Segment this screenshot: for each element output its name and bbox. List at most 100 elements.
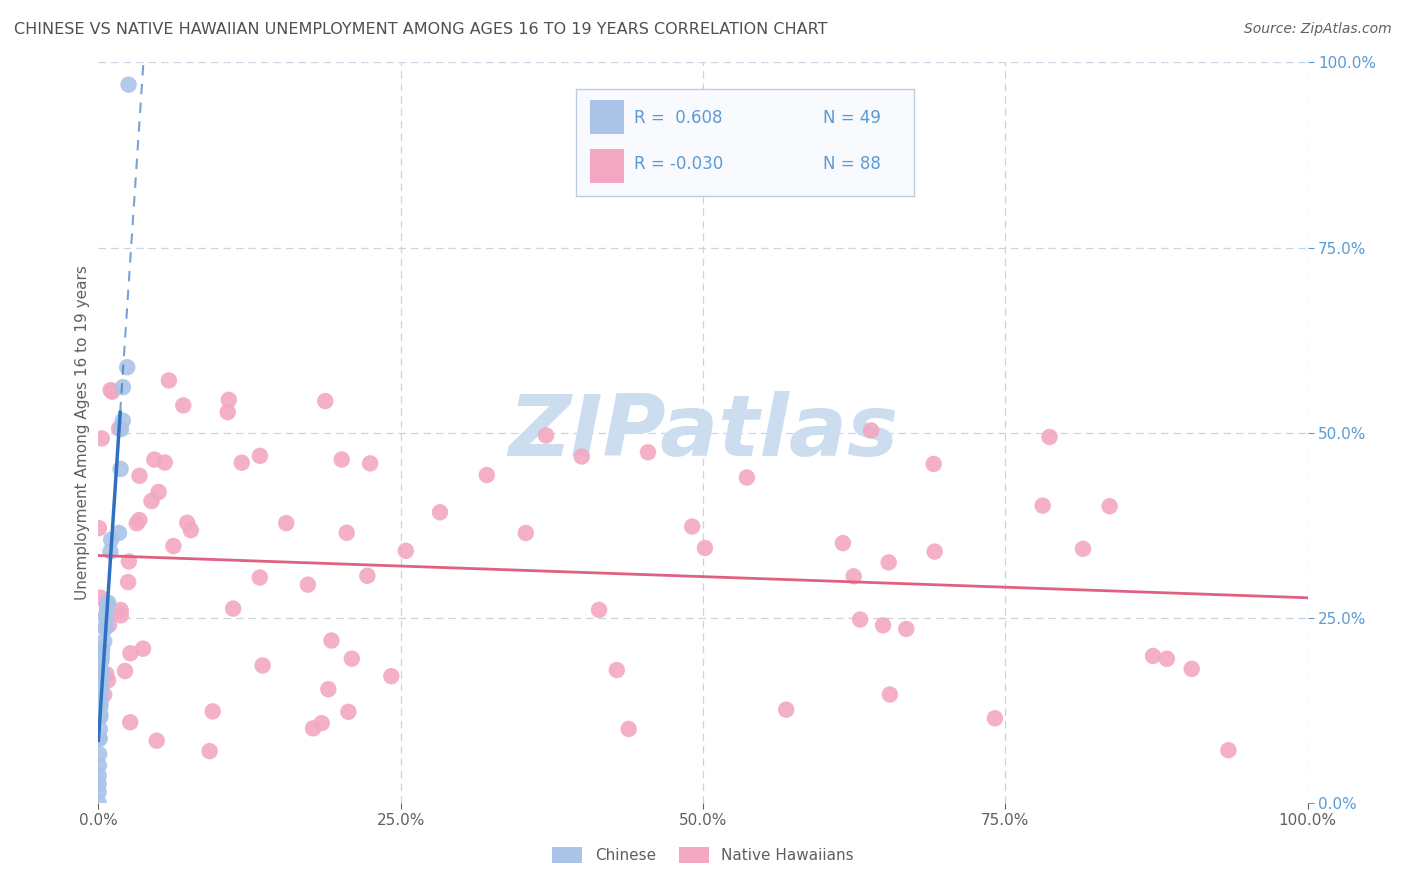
Point: [110, 608, 132, 623]
Point: [276, 516, 298, 530]
Point: [111, 380, 134, 394]
Point: [832, 536, 855, 550]
Point: [89, 731, 111, 745]
Point: [172, 399, 194, 413]
Bar: [591, 149, 624, 184]
Point: [321, 633, 343, 648]
Point: [89, 747, 111, 761]
Point: [90, 680, 112, 694]
Point: [90, 431, 112, 445]
Point: [217, 405, 239, 419]
Point: [89, 731, 111, 746]
Point: [96, 599, 118, 614]
Point: [93, 688, 115, 702]
Point: [125, 516, 148, 531]
Point: [100, 533, 122, 547]
Point: [176, 516, 198, 530]
Point: [162, 539, 184, 553]
Point: [97, 596, 120, 610]
Point: [1156, 651, 1178, 665]
Point: [249, 449, 271, 463]
Y-axis label: Unemployment Among Ages 16 to 19 years: Unemployment Among Ages 16 to 19 years: [75, 265, 90, 600]
Point: [395, 544, 418, 558]
Point: [87, 785, 110, 799]
Point: [337, 705, 360, 719]
Point: [89, 695, 111, 709]
Point: [143, 452, 166, 467]
Point: [132, 641, 155, 656]
Point: [108, 421, 131, 435]
Point: [735, 470, 758, 484]
Point: [842, 569, 865, 583]
Point: [922, 457, 945, 471]
Point: [198, 744, 221, 758]
Point: [89, 710, 111, 724]
Point: [330, 452, 353, 467]
Point: [90, 665, 112, 679]
Point: [340, 651, 363, 665]
Point: [118, 554, 141, 568]
Point: [877, 556, 900, 570]
Point: [115, 360, 138, 375]
Point: [94, 611, 117, 625]
Point: [148, 485, 170, 500]
Point: [429, 505, 451, 519]
Point: [359, 456, 381, 470]
Point: [91, 642, 114, 657]
Point: [110, 462, 132, 476]
Point: [90, 687, 112, 701]
Text: R =  0.608: R = 0.608: [634, 109, 723, 127]
Point: [114, 664, 136, 678]
Text: Source: ZipAtlas.com: Source: ZipAtlas.com: [1244, 22, 1392, 37]
Point: [87, 521, 110, 535]
Point: [1098, 499, 1121, 513]
Point: [96, 667, 118, 681]
Text: R = -0.030: R = -0.030: [634, 155, 723, 173]
Point: [89, 698, 111, 712]
Point: [100, 544, 122, 558]
Point: [90, 651, 112, 665]
Point: [896, 622, 918, 636]
Point: [318, 682, 340, 697]
Point: [89, 708, 111, 723]
Point: [90, 648, 112, 663]
Point: [617, 722, 640, 736]
Point: [89, 731, 111, 746]
Point: [534, 428, 557, 442]
Point: [141, 494, 163, 508]
Point: [637, 445, 659, 459]
Point: [96, 601, 118, 615]
Point: [297, 577, 319, 591]
Point: [218, 392, 240, 407]
Point: [94, 607, 117, 622]
Point: [120, 715, 142, 730]
Point: [89, 722, 111, 736]
Point: [201, 705, 224, 719]
Point: [90, 673, 112, 687]
Point: [984, 711, 1007, 725]
Point: [380, 669, 402, 683]
Text: N = 49: N = 49: [823, 109, 880, 127]
Point: [89, 707, 111, 722]
Point: [90, 654, 112, 668]
Point: [89, 591, 111, 605]
Point: [879, 688, 901, 702]
Point: [336, 525, 359, 540]
Point: [90, 644, 112, 658]
Point: [249, 570, 271, 584]
Point: [222, 601, 245, 615]
Point: [87, 796, 110, 810]
Point: [515, 526, 537, 541]
Point: [94, 621, 117, 635]
Point: [860, 424, 883, 438]
Text: ZIPatlas: ZIPatlas: [508, 391, 898, 475]
Point: [128, 468, 150, 483]
Point: [117, 575, 139, 590]
Point: [311, 716, 333, 731]
Point: [90, 673, 112, 687]
Point: [87, 758, 110, 772]
Point: [94, 620, 117, 634]
Point: [90, 666, 112, 681]
Point: [157, 374, 180, 388]
Point: [96, 598, 118, 612]
